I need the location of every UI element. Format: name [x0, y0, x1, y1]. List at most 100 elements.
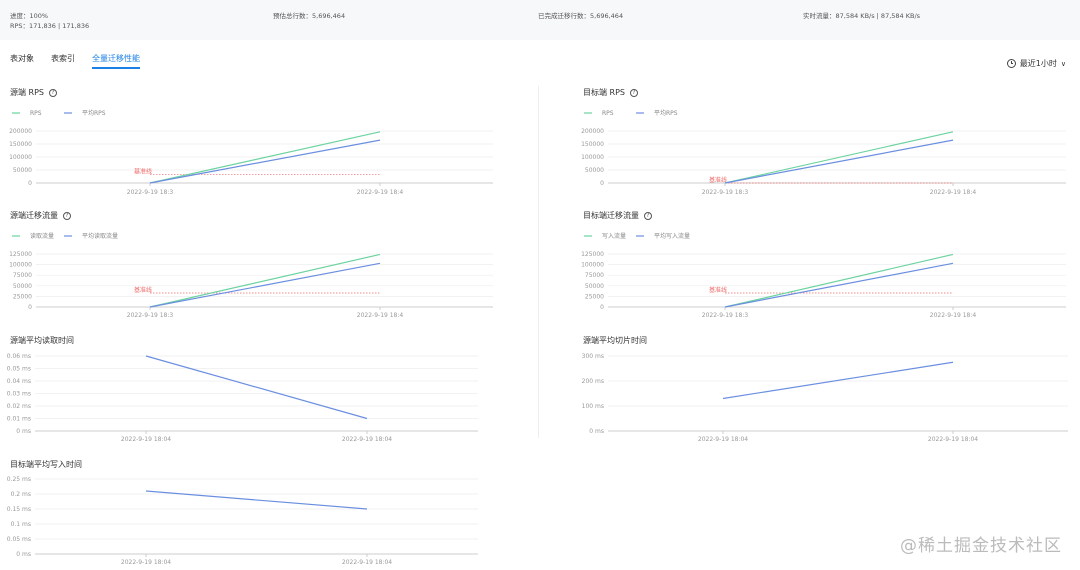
clock-icon — [1006, 59, 1016, 68]
x-tick-label: 2022-9-19 18:4 — [930, 189, 977, 196]
y-tick-label: 75000 — [585, 272, 604, 279]
y-tick-label: 0 ms — [16, 428, 31, 435]
series-line — [722, 361, 954, 400]
chart-title-text: 目标端迁移流量 — [583, 211, 639, 220]
tab-table-objects[interactable]: 表对象 — [10, 54, 34, 63]
help-icon[interactable]: ? — [644, 211, 652, 220]
chart-title: 源端平均读取时间 — [10, 335, 74, 346]
series-line — [149, 262, 381, 308]
baseline-label: 基准线 — [709, 286, 727, 294]
y-tick-label: 0.03 ms — [7, 391, 31, 398]
y-tick-label: 125000 — [9, 251, 32, 258]
help-icon[interactable]: ? — [63, 211, 71, 220]
tab-table-indexes[interactable]: 表索引 — [51, 54, 75, 63]
chart-title-text: 源端平均切片时间 — [583, 336, 647, 345]
x-tick-label: 2022-9-19 18:04 — [698, 436, 748, 443]
help-icon[interactable]: ? — [49, 88, 58, 97]
y-tick-label: 125000 — [581, 251, 604, 258]
y-tick-label: 0 — [28, 180, 32, 187]
x-tick-label: 2022-9-19 18:3 — [127, 312, 174, 319]
series-line — [724, 131, 954, 184]
baseline-label: 基准线 — [709, 176, 727, 184]
legend-label[interactable]: 写入流量 — [602, 232, 626, 240]
x-tick-label: 2022-9-19 18:4 — [930, 312, 977, 319]
chart-title: 源端迁移流量? — [10, 210, 71, 221]
chart-title: 目标端 RPS? — [583, 87, 639, 98]
y-tick-label: 0 ms — [589, 428, 604, 435]
y-tick-label: 100000 — [9, 154, 32, 161]
progress-text: 进度：100% — [10, 12, 49, 20]
y-tick-label: 50000 — [585, 283, 604, 290]
x-tick-label: 2022-9-19 18:3 — [127, 189, 174, 196]
completed-rows-text: 已完成迁移行数：5,696,464 — [538, 12, 624, 20]
series-line — [145, 355, 368, 420]
y-tick-label: 0.06 ms — [7, 353, 31, 360]
y-tick-label: 0.01 ms — [7, 416, 31, 423]
y-tick-label: 0.05 ms — [7, 536, 31, 543]
legend-label[interactable]: RPS — [602, 110, 614, 117]
time-range-select[interactable]: 最近1小时 ∨ — [1006, 58, 1066, 69]
y-tick-label: 200 ms — [582, 378, 604, 385]
chart-title-text: 目标端 RPS — [583, 88, 626, 97]
y-tick-label: 300 ms — [582, 353, 604, 360]
y-tick-label: 0.2 ms — [11, 491, 31, 498]
x-tick-label: 2022-9-19 18:4 — [357, 312, 404, 319]
y-tick-label: 25000 — [13, 293, 32, 300]
x-tick-label: 2022-9-19 18:4 — [357, 189, 404, 196]
help-icon[interactable]: ? — [630, 88, 639, 97]
y-tick-label: 100000 — [581, 262, 604, 269]
legend-label[interactable]: RPS — [30, 110, 42, 117]
chart-title-text: 目标端平均写入时间 — [10, 460, 82, 469]
series-line — [145, 490, 368, 510]
y-tick-label: 100000 — [9, 262, 32, 269]
tab-full-migration-performance[interactable]: 全量迁移性能 — [92, 54, 140, 69]
y-tick-label: 0.15 ms — [7, 506, 31, 513]
series-line — [149, 253, 381, 308]
legend-label[interactable]: 读取流量 — [30, 232, 54, 240]
x-tick-label: 2022-9-19 18:04 — [928, 436, 978, 443]
y-tick-label: 200000 — [9, 128, 32, 135]
y-tick-label: 50000 — [585, 167, 604, 174]
legend-label[interactable]: 平均读取流量 — [82, 232, 118, 240]
y-tick-label: 0 ms — [16, 551, 31, 558]
rps-text: RPS：171,836 | 171,836 — [10, 22, 90, 30]
y-tick-label: 0.04 ms — [7, 378, 31, 385]
y-tick-label: 100 ms — [582, 403, 604, 410]
series-line — [724, 262, 954, 308]
x-tick-label: 2022-9-19 18:3 — [702, 189, 749, 196]
legend-label[interactable]: 平均RPS — [654, 109, 678, 117]
y-tick-label: 0 — [600, 180, 604, 187]
estimated-rows-text: 预估总行数：5,696,464 — [273, 12, 346, 20]
watermark: @稀土掘金技术社区 — [900, 536, 1062, 556]
y-tick-label: 0.05 ms — [7, 366, 31, 373]
y-tick-label: 50000 — [13, 167, 32, 174]
y-tick-label: 25000 — [585, 293, 604, 300]
baseline-label: 基准线 — [134, 286, 152, 294]
time-range-label: 最近1小时 — [1019, 59, 1057, 68]
chart-title-text: 源端平均读取时间 — [10, 336, 74, 345]
y-tick-label: 0.02 ms — [7, 403, 31, 410]
series-line — [724, 253, 954, 308]
legend-label[interactable]: 平均写入流量 — [654, 232, 690, 240]
y-tick-label: 150000 — [581, 141, 604, 148]
y-tick-label: 0.1 ms — [11, 521, 31, 528]
y-tick-label: 200000 — [581, 128, 604, 135]
y-tick-label: 0.25 ms — [7, 476, 31, 483]
series-line — [149, 131, 381, 184]
baseline-label: 基准线 — [134, 167, 152, 175]
chevron-down-icon: ∨ — [1060, 59, 1066, 68]
y-tick-label: 0 — [28, 304, 32, 311]
y-tick-label: 0 — [600, 304, 604, 311]
series-line — [724, 139, 954, 184]
column-divider — [538, 86, 539, 438]
x-tick-label: 2022-9-19 18:04 — [121, 436, 171, 443]
chart-title: 源端平均切片时间 — [583, 335, 647, 346]
legend-label[interactable]: 平均RPS — [82, 109, 106, 117]
